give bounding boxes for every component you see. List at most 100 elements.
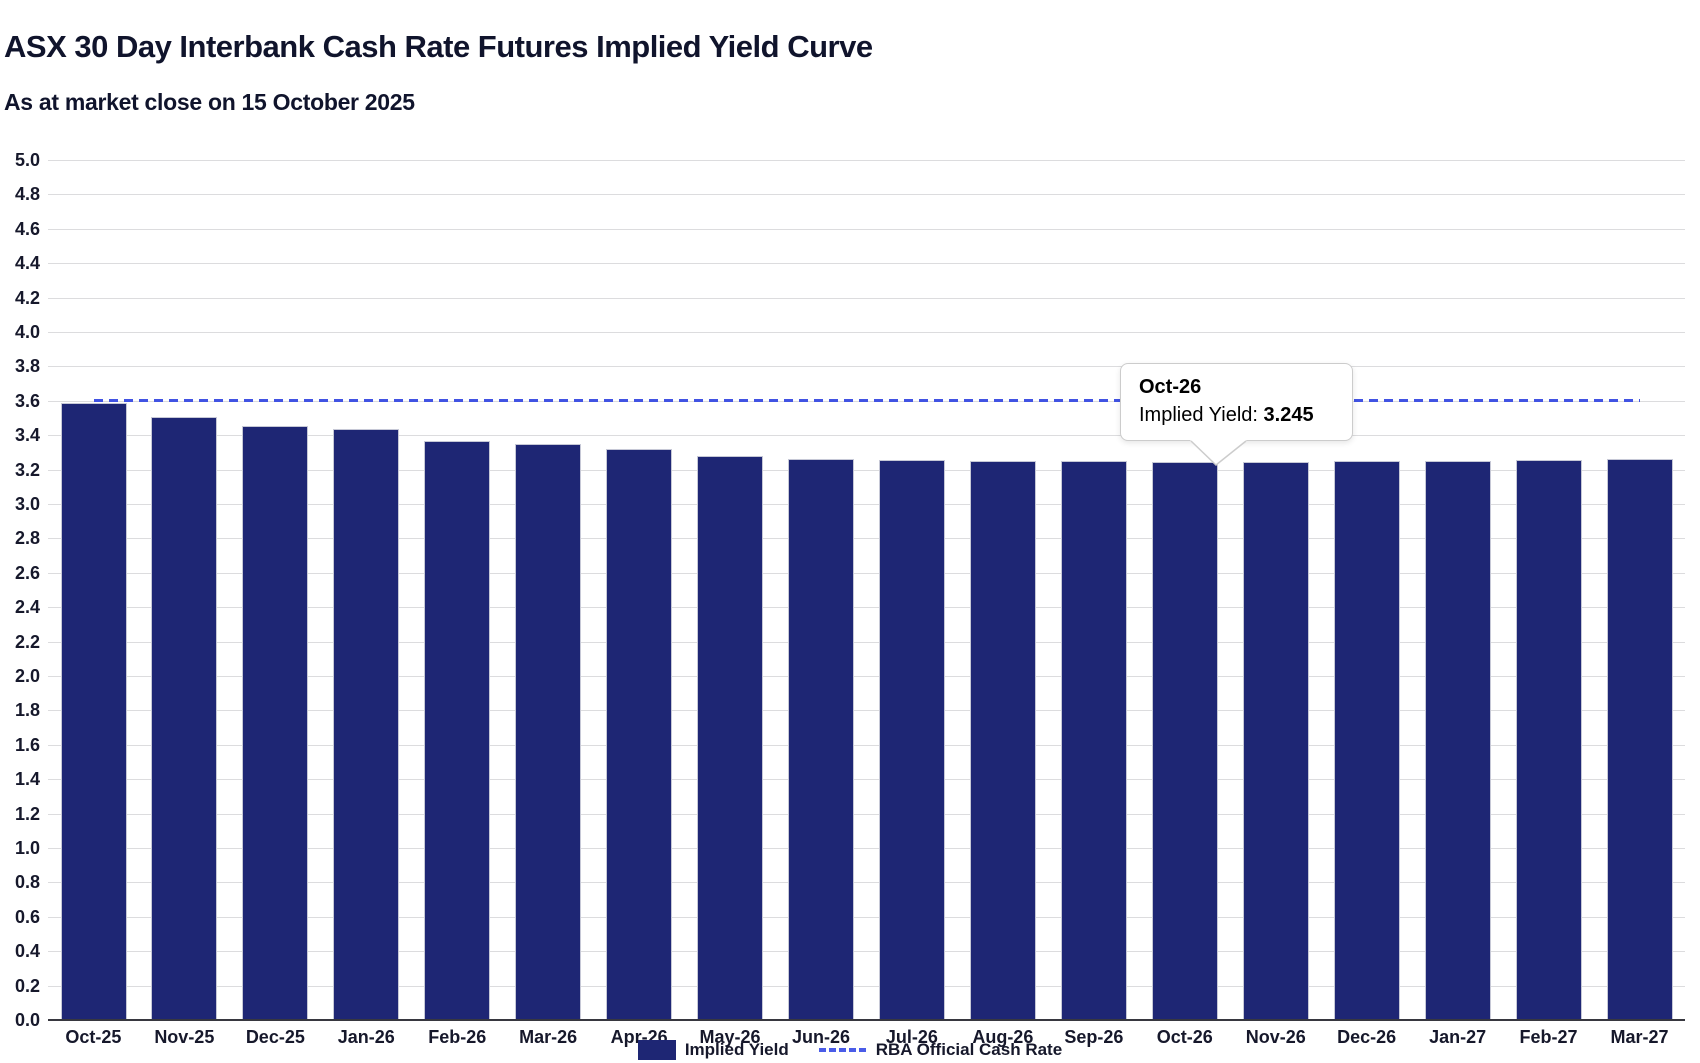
bar-mar-27[interactable]	[1606, 459, 1673, 1020]
y-axis-tick-label: 1.4	[14, 769, 40, 790]
y-axis-tick-label: 5.0	[14, 150, 40, 170]
bar-oct-26[interactable]	[1151, 462, 1218, 1020]
chart-title: ASX 30 Day Interbank Cash Rate Futures I…	[4, 28, 873, 64]
y-axis-tick-label: 2.8	[14, 528, 40, 549]
gridline	[48, 985, 1685, 987]
y-axis-tick-label: 3.0	[14, 494, 40, 514]
bar-nov-26[interactable]	[1242, 462, 1309, 1020]
gridline	[48, 435, 1685, 437]
gridline	[48, 366, 1685, 368]
bar-mar-26[interactable]	[515, 444, 582, 1020]
y-axis-tick-label: 4.8	[14, 184, 40, 205]
gridline	[48, 676, 1685, 677]
y-axis-tick-label: 1.8	[14, 700, 40, 721]
gridline	[48, 297, 1685, 299]
y-axis-tick-label: 2.0	[14, 666, 40, 686]
bar-jul-26[interactable]	[879, 460, 945, 1020]
gridline	[48, 744, 1685, 746]
chart-tooltip: Oct-26 Implied Yield: 3.245	[1120, 363, 1353, 466]
y-axis-tick-label: 1.2	[14, 803, 40, 824]
x-axis-tick-label: Jul-26	[885, 1027, 938, 1047]
bar-swatch-icon	[637, 1040, 676, 1060]
bar-may-26[interactable]	[697, 456, 764, 1020]
y-axis-tick-label: 0.2	[14, 975, 40, 996]
x-axis-tick-label: Mar-26	[519, 1027, 578, 1047]
y-axis-tick-label: 4.4	[14, 253, 40, 274]
tooltip-category-label: Oct-26	[1139, 376, 1202, 398]
y-axis-tick-label: 2.6	[14, 562, 40, 583]
legend-label-rba-cash-rate: RBA Official Cash Rate	[875, 1040, 1063, 1059]
legend-item-rba-cash-rate: RBA Official Cash Rate	[818, 1040, 1063, 1060]
y-axis-tick-label: 2.4	[14, 597, 40, 618]
x-axis-tick-label: Oct-26	[1156, 1027, 1213, 1047]
tooltip-value: 3.245	[1263, 404, 1314, 426]
x-axis-line	[48, 1019, 1685, 1021]
x-axis-tick-label: Jan-27	[1429, 1027, 1487, 1047]
gridline	[48, 916, 1685, 918]
x-axis-tick-label: Jan-26	[337, 1027, 395, 1047]
gridline	[48, 710, 1685, 712]
y-axis-tick-label: 3.6	[14, 390, 40, 411]
gridline	[48, 469, 1685, 471]
gridline	[48, 882, 1685, 884]
gridline	[48, 504, 1685, 505]
dashed-line-swatch-icon	[818, 1048, 867, 1052]
gridline	[48, 779, 1685, 781]
gridline	[48, 263, 1685, 265]
rba-cash-rate-line	[93, 399, 1640, 403]
tooltip-series-label: Implied Yield:	[1139, 404, 1264, 426]
x-axis-tick-label: Aug-26	[972, 1027, 1034, 1047]
y-axis-tick-label: 3.2	[14, 459, 40, 480]
x-axis-tick-label: Nov-26	[1245, 1027, 1306, 1047]
gridline	[48, 607, 1685, 609]
x-axis-tick-label: Dec-26	[1337, 1027, 1397, 1047]
y-axis-tick-label: 0.4	[14, 941, 40, 962]
bar-dec-25[interactable]	[242, 426, 309, 1020]
gridline	[48, 848, 1685, 849]
legend-label-implied-yield: Implied Yield	[684, 1040, 789, 1059]
y-axis-tick-label: 1.6	[14, 734, 40, 755]
y-axis-tick-label: 0.8	[14, 872, 40, 893]
bar-oct-25[interactable]	[60, 403, 127, 1020]
y-axis-tick-label: 1.0	[14, 838, 40, 858]
bar-feb-27[interactable]	[1515, 460, 1582, 1020]
x-axis-tick-label: Jun-26	[792, 1027, 851, 1047]
chart-subtitle: As at market close on 15 October 2025	[4, 89, 415, 116]
x-axis-tick-label: May-26	[699, 1027, 761, 1047]
gridline	[48, 228, 1685, 230]
bar-dec-26[interactable]	[1333, 461, 1400, 1020]
bar-jan-26[interactable]	[333, 429, 400, 1020]
y-axis-tick-label: 4.0	[14, 322, 40, 342]
bar-jan-27[interactable]	[1424, 461, 1491, 1020]
gridline	[48, 813, 1685, 815]
x-axis-tick-label: Sep-26	[1064, 1027, 1124, 1047]
x-axis-tick-label: Mar-27	[1610, 1027, 1669, 1047]
y-axis-tick-label: 3.4	[14, 425, 40, 446]
x-axis-tick-label: Nov-25	[154, 1027, 215, 1047]
y-axis-tick-label: 4.6	[14, 218, 40, 239]
chart-legend: Implied Yield RBA Official Cash Rate	[0, 1040, 1700, 1060]
bar-nov-25[interactable]	[151, 417, 218, 1020]
x-axis-tick-label: Feb-27	[1519, 1027, 1578, 1047]
bar-feb-26[interactable]	[424, 441, 491, 1020]
bar-sep-26[interactable]	[1060, 461, 1127, 1020]
x-axis-tick-label: Feb-26	[428, 1027, 487, 1047]
y-axis-tick-label: 2.2	[14, 631, 40, 652]
gridline	[48, 951, 1685, 953]
x-axis-tick-label: Dec-25	[245, 1027, 305, 1047]
gridline	[48, 572, 1685, 574]
gridline	[48, 160, 1685, 161]
x-axis-tick-label: Oct-25	[65, 1027, 122, 1047]
y-axis-tick-label: 4.2	[14, 287, 40, 308]
gridline	[48, 538, 1685, 540]
gridline	[48, 194, 1685, 196]
tooltip-pointer-icon	[1189, 439, 1248, 466]
y-axis-tick-label: 0.0	[14, 1010, 40, 1030]
bar-apr-26[interactable]	[606, 449, 673, 1020]
tooltip-series-line: Implied Yield: 3.245	[1139, 401, 1352, 429]
y-axis-tick-label: 3.8	[14, 356, 40, 377]
bar-jun-26[interactable]	[788, 459, 854, 1020]
bar-aug-26[interactable]	[969, 461, 1036, 1020]
y-axis-tick-label: 0.6	[14, 906, 40, 927]
